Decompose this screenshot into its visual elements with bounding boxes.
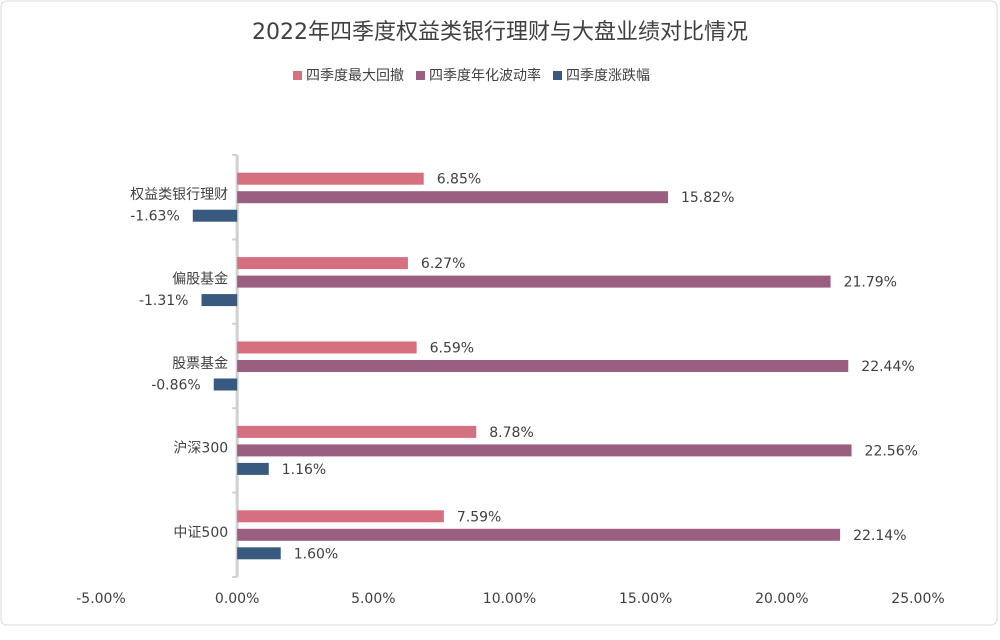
x-tick-label: -5.00%: [76, 591, 126, 607]
bar: [237, 444, 852, 457]
y-tick-label: 股票基金: [172, 355, 228, 372]
data-label: 22.44%: [861, 359, 914, 375]
legend-label: 四季度年化波动率: [429, 67, 541, 84]
data-label: -1.63%: [130, 209, 180, 225]
legend-swatch: [553, 71, 562, 80]
data-label: 22.14%: [853, 528, 906, 544]
data-label: 1.16%: [282, 462, 326, 478]
bar: [237, 257, 408, 270]
bar: [237, 172, 424, 185]
bar: [237, 425, 477, 438]
x-tick-label: 20.00%: [755, 591, 808, 607]
bar: [213, 378, 238, 391]
data-label: 1.60%: [294, 546, 338, 562]
x-tick-label: 5.00%: [351, 591, 395, 607]
bar: [237, 528, 841, 541]
bar: [237, 510, 444, 523]
bar: [237, 547, 281, 560]
chart-title: 2022年四季度权益类银行理财与大盘业绩对比情况: [252, 20, 748, 45]
x-tick-label: 10.00%: [483, 591, 536, 607]
x-tick-label: 0.00%: [215, 591, 259, 607]
legend-swatch: [416, 71, 425, 80]
bar: [237, 462, 269, 475]
data-label: 7.59%: [457, 509, 501, 525]
x-tick-label: 25.00%: [891, 591, 944, 607]
y-tick-label: 偏股基金: [172, 271, 228, 288]
bar: [237, 191, 668, 204]
y-tick-label: 中证500: [173, 525, 228, 541]
bar: [192, 209, 238, 222]
data-label: 6.27%: [421, 256, 465, 272]
legend-label: 四季度最大回撤: [306, 68, 404, 84]
data-label: 8.78%: [489, 425, 533, 441]
data-label: 15.82%: [681, 190, 734, 206]
data-label: -1.31%: [139, 293, 189, 309]
data-label: 22.56%: [865, 443, 918, 459]
bar: [237, 275, 831, 288]
legend-label: 四季度涨跌幅: [566, 68, 650, 84]
bar: [237, 341, 417, 354]
bar: [237, 360, 849, 372]
data-label: 21.79%: [844, 275, 897, 291]
data-label: -0.86%: [151, 378, 201, 394]
data-label: 6.59%: [430, 341, 474, 357]
y-tick-label: 沪深300: [173, 440, 228, 456]
bar: [201, 294, 238, 307]
legend-swatch: [293, 71, 302, 80]
x-tick-label: 15.00%: [619, 591, 672, 607]
data-label: 6.85%: [437, 172, 481, 188]
y-tick-label: 权益类银行理财: [130, 187, 228, 203]
